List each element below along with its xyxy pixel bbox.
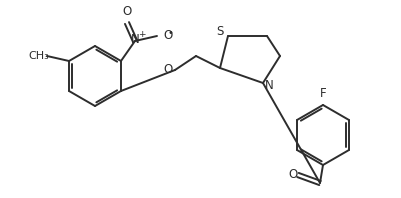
Text: CH₃: CH₃ xyxy=(28,51,49,61)
Text: N: N xyxy=(265,78,274,91)
Text: N: N xyxy=(131,32,140,46)
Text: F: F xyxy=(320,87,326,100)
Text: O: O xyxy=(163,29,172,42)
Text: O: O xyxy=(288,168,298,182)
Text: •: • xyxy=(167,28,173,38)
Text: +: + xyxy=(138,30,146,38)
Text: O: O xyxy=(164,63,173,75)
Text: O: O xyxy=(122,5,132,18)
Text: S: S xyxy=(216,25,224,37)
